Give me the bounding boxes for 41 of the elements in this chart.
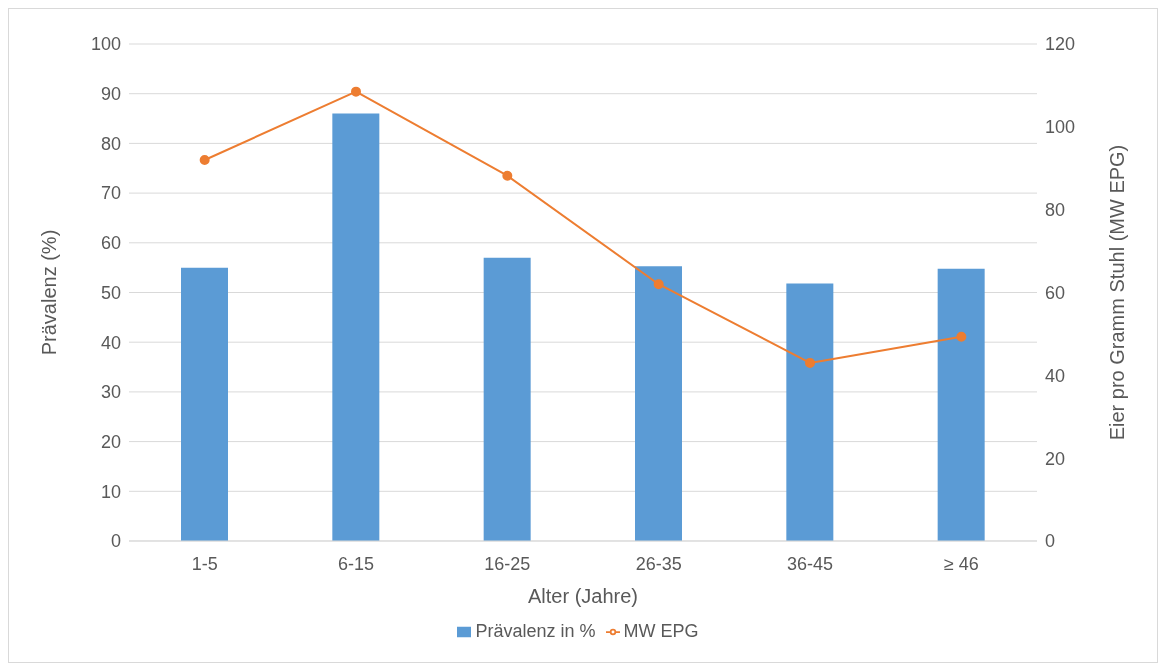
bar bbox=[786, 283, 834, 541]
y2-axis-title: Eier pro Gramm Stuhl (MW EPG) bbox=[1106, 144, 1129, 441]
legend-label: MW EPG bbox=[623, 621, 699, 641]
y-tick-label: 90 bbox=[100, 84, 121, 105]
point bbox=[653, 279, 664, 290]
x-tick-label: 36-45 bbox=[786, 553, 834, 574]
x-tick-label: ≥ 46 bbox=[943, 553, 979, 574]
x-tick-label: 1-5 bbox=[191, 553, 218, 574]
point bbox=[805, 357, 815, 368]
y2-tick-label: 20 bbox=[1045, 448, 1066, 469]
point bbox=[351, 86, 361, 97]
y-tick-label: 30 bbox=[100, 382, 121, 403]
bar bbox=[937, 268, 985, 541]
y2-tick-label: 80 bbox=[1045, 200, 1066, 221]
y-tick-label: 100 bbox=[90, 34, 121, 55]
x-tick-label: 6-15 bbox=[337, 553, 375, 574]
point bbox=[199, 154, 210, 165]
point bbox=[502, 170, 513, 181]
y-tick-label: 80 bbox=[100, 133, 121, 154]
y2-tick-label: 40 bbox=[1045, 365, 1066, 386]
y-tick-label: 50 bbox=[100, 282, 121, 303]
x-axis-title: Alter (Jahre) bbox=[527, 585, 639, 607]
bar bbox=[483, 257, 531, 541]
bar bbox=[181, 267, 228, 541]
point bbox=[956, 331, 967, 342]
y-tick-label: 60 bbox=[100, 233, 121, 254]
y-axis-title: Prävalenz (%) bbox=[38, 229, 61, 356]
x-tick-label: 26-35 bbox=[635, 553, 682, 574]
x-tick-label: 16-25 bbox=[484, 553, 531, 574]
y-tick-label: 0 bbox=[110, 531, 121, 552]
y2-tick-label: 0 bbox=[1045, 531, 1056, 552]
legend-label: Prävalenz in % bbox=[475, 621, 596, 641]
y2-tick-label: 120 bbox=[1045, 34, 1076, 55]
y-tick-label: 70 bbox=[100, 183, 121, 204]
y2-tick-label: 100 bbox=[1045, 117, 1076, 138]
y-tick-label: 40 bbox=[100, 332, 121, 353]
y2-tick-label: 60 bbox=[1045, 282, 1066, 303]
y-tick-label: 10 bbox=[100, 481, 121, 502]
bar bbox=[635, 266, 682, 541]
y-tick-label: 20 bbox=[100, 431, 121, 452]
bar bbox=[332, 113, 380, 541]
